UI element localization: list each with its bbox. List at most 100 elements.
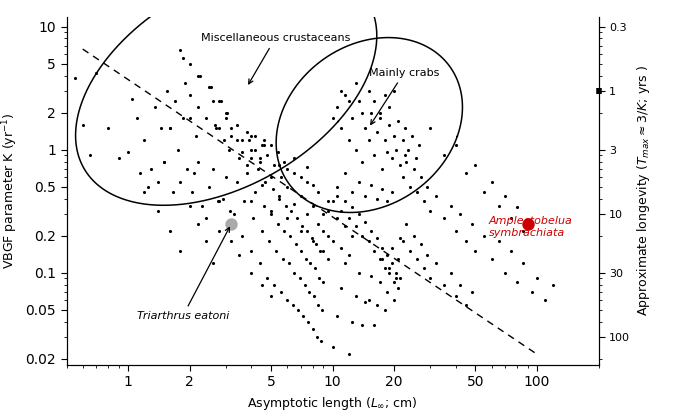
Point <box>290 241 301 248</box>
Point <box>225 238 237 245</box>
Point <box>298 312 309 319</box>
Point <box>304 289 315 295</box>
Point <box>287 301 298 308</box>
Point <box>302 318 314 325</box>
Point <box>397 173 408 180</box>
Point <box>300 256 312 262</box>
Point <box>231 121 242 128</box>
Point <box>374 115 385 122</box>
Point <box>256 141 267 148</box>
Point <box>142 184 153 190</box>
Point <box>350 146 361 153</box>
Point <box>211 124 222 131</box>
Point <box>91 70 102 76</box>
Point <box>264 238 275 245</box>
Point <box>174 248 186 254</box>
Point <box>395 275 406 282</box>
Point <box>309 264 321 271</box>
Point <box>146 166 157 172</box>
Point <box>335 244 346 251</box>
Point <box>445 202 456 209</box>
Point <box>225 124 237 131</box>
Point <box>262 152 273 159</box>
Point <box>281 166 293 172</box>
Point <box>274 193 285 199</box>
Text: Amplectobelua
symbrachiata: Amplectobelua symbrachiata <box>489 216 573 238</box>
Point <box>421 184 433 190</box>
Point <box>281 215 293 221</box>
Point <box>424 124 435 131</box>
Point <box>174 46 186 53</box>
Point <box>412 256 423 262</box>
Point <box>84 152 95 159</box>
Point <box>343 350 354 357</box>
Point <box>302 227 313 234</box>
Point <box>258 202 269 209</box>
Point <box>265 173 276 180</box>
Point <box>77 121 88 128</box>
Point <box>256 227 267 234</box>
Point <box>322 256 333 262</box>
Point <box>250 189 261 196</box>
Point <box>135 169 146 176</box>
Point <box>177 55 188 62</box>
Point <box>308 292 319 299</box>
Point <box>193 104 204 111</box>
Point <box>250 132 261 139</box>
Point <box>430 260 442 266</box>
Point <box>234 251 245 258</box>
Point <box>254 158 265 165</box>
Point <box>470 162 481 168</box>
Point <box>445 269 456 276</box>
Point <box>386 189 398 196</box>
Point <box>318 211 329 217</box>
Point <box>200 238 211 245</box>
Point <box>272 149 284 156</box>
Point <box>139 189 150 196</box>
Point <box>401 158 412 165</box>
Point <box>461 238 472 245</box>
Point <box>316 307 328 313</box>
Point <box>239 198 250 205</box>
Point <box>272 220 284 227</box>
Point <box>307 181 318 188</box>
Point <box>340 198 351 205</box>
Point <box>340 91 351 98</box>
Y-axis label: VBGF parameter K (yr$^{-1}$): VBGF parameter K (yr$^{-1}$) <box>0 112 20 269</box>
Point <box>331 104 342 111</box>
Point <box>415 241 426 248</box>
Point <box>265 207 276 214</box>
Point <box>274 162 285 168</box>
Point <box>209 121 220 128</box>
Point <box>246 132 257 139</box>
Point <box>506 215 517 221</box>
Point <box>335 285 346 292</box>
Point <box>184 202 195 209</box>
Point <box>281 184 293 190</box>
Point <box>379 307 391 313</box>
Point <box>294 275 305 282</box>
Point <box>318 278 329 285</box>
Point <box>103 124 114 131</box>
Point <box>399 124 410 131</box>
Point <box>393 285 404 292</box>
Point <box>379 137 391 143</box>
Point <box>454 282 466 288</box>
Point <box>346 115 358 122</box>
Point <box>214 198 225 205</box>
Y-axis label: Approximate longevity ($T_{max} \approx 3/K$; yrs ): Approximate longevity ($T_{max} \approx … <box>636 65 652 316</box>
Point <box>500 269 511 276</box>
Point <box>169 97 181 104</box>
Point <box>246 198 257 205</box>
Point <box>412 189 423 196</box>
Point <box>207 166 218 172</box>
Point <box>284 233 295 239</box>
Point <box>167 189 178 196</box>
Point <box>363 88 374 94</box>
Point <box>288 201 300 208</box>
Point <box>424 207 435 214</box>
Point <box>450 227 461 234</box>
Point <box>369 152 380 159</box>
Point <box>267 186 279 192</box>
Point <box>291 215 302 221</box>
